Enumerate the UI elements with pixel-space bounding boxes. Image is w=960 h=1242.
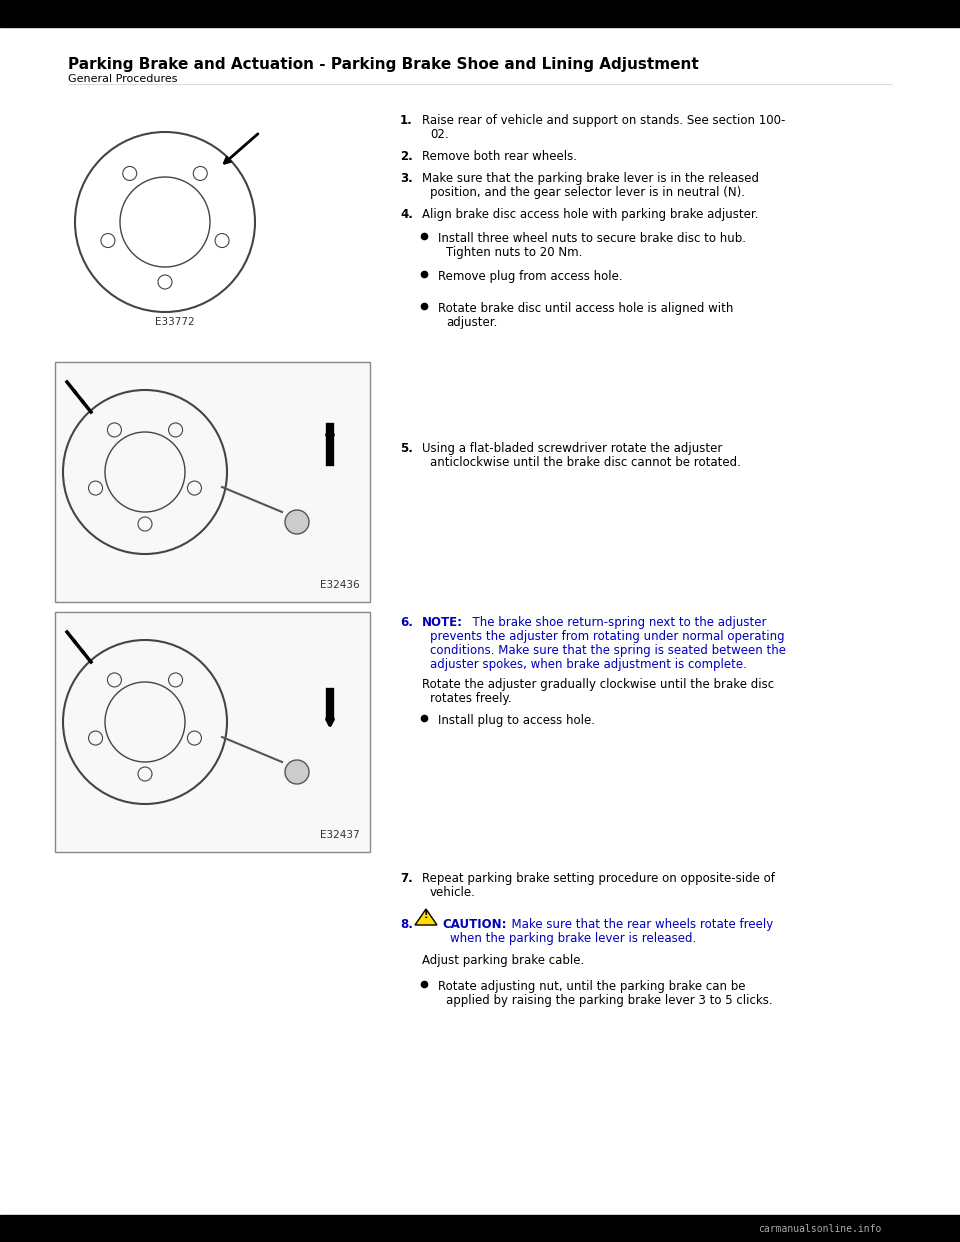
Text: 4.: 4. [400, 207, 413, 221]
Text: 02.: 02. [430, 128, 448, 142]
Text: Tighten nuts to 20 Nm.: Tighten nuts to 20 Nm. [446, 246, 583, 260]
Text: prevents the adjuster from rotating under normal operating: prevents the adjuster from rotating unde… [430, 630, 784, 643]
Text: Raise rear of vehicle and support on stands. See section 100-: Raise rear of vehicle and support on sta… [422, 114, 785, 127]
Text: conditions. Make sure that the spring is seated between the: conditions. Make sure that the spring is… [430, 645, 786, 657]
Text: Rotate the adjuster gradually clockwise until the brake disc: Rotate the adjuster gradually clockwise … [422, 678, 774, 691]
Text: E32437: E32437 [321, 830, 360, 840]
Text: E33772: E33772 [156, 317, 195, 327]
Text: Using a flat-bladed screwdriver rotate the adjuster: Using a flat-bladed screwdriver rotate t… [422, 442, 722, 455]
Text: adjuster.: adjuster. [446, 315, 497, 329]
Text: Install plug to access hole.: Install plug to access hole. [438, 714, 595, 727]
Text: Remove plug from access hole.: Remove plug from access hole. [438, 270, 623, 283]
Circle shape [285, 760, 309, 784]
Text: E32436: E32436 [321, 580, 360, 590]
Text: 1.: 1. [400, 114, 413, 127]
Text: Repeat parking brake setting procedure on opposite-side of: Repeat parking brake setting procedure o… [422, 872, 775, 886]
Text: when the parking brake lever is released.: when the parking brake lever is released… [450, 932, 696, 945]
Text: !: ! [423, 910, 428, 920]
Text: 2.: 2. [400, 150, 413, 163]
Text: 3.: 3. [400, 171, 413, 185]
Bar [0, 1215, 960, 1242]
Text: Rotate brake disc until access hole is aligned with: Rotate brake disc until access hole is a… [438, 302, 733, 315]
Text: Remove both rear wheels.: Remove both rear wheels. [422, 150, 577, 163]
Text: Parking Brake and Actuation - Parking Brake Shoe and Lining Adjustment: Parking Brake and Actuation - Parking Br… [68, 57, 699, 72]
Text: anticlockwise until the brake disc cannot be rotated.: anticlockwise until the brake disc canno… [430, 456, 741, 469]
Text: CAUTION:: CAUTION: [442, 918, 507, 932]
Circle shape [285, 510, 309, 534]
Text: 5.: 5. [400, 442, 413, 455]
Text: adjuster spokes, when brake adjustment is complete.: adjuster spokes, when brake adjustment i… [430, 658, 747, 671]
Text: 8.: 8. [400, 918, 413, 932]
Text: position, and the gear selector lever is in neutral (N).: position, and the gear selector lever is… [430, 186, 745, 199]
Text: Align brake disc access hole with parking brake adjuster.: Align brake disc access hole with parkin… [422, 207, 758, 221]
Text: The brake shoe return-spring next to the adjuster: The brake shoe return-spring next to the… [465, 616, 766, 628]
Text: carmanualsonline.info: carmanualsonline.info [758, 1225, 881, 1235]
Text: Rotate adjusting nut, until the parking brake can be: Rotate adjusting nut, until the parking … [438, 980, 746, 994]
Text: 6.: 6. [400, 616, 413, 628]
Text: Adjust parking brake cable.: Adjust parking brake cable. [422, 954, 585, 968]
Text: 7.: 7. [400, 872, 413, 886]
Text: General Procedures: General Procedures [68, 75, 178, 84]
Bar [0, 0, 960, 27]
Text: rotates freely.: rotates freely. [430, 692, 512, 705]
Text: Make sure that the rear wheels rotate freely: Make sure that the rear wheels rotate fr… [504, 918, 773, 932]
Text: NOTE:: NOTE: [422, 616, 463, 628]
Polygon shape [415, 909, 437, 925]
Bar [55, 361, 370, 602]
Bar [55, 612, 370, 852]
Text: vehicle.: vehicle. [430, 886, 476, 899]
Text: Install three wheel nuts to secure brake disc to hub.: Install three wheel nuts to secure brake… [438, 232, 746, 245]
Text: Make sure that the parking brake lever is in the released: Make sure that the parking brake lever i… [422, 171, 759, 185]
Text: applied by raising the parking brake lever 3 to 5 clicks.: applied by raising the parking brake lev… [446, 994, 773, 1007]
